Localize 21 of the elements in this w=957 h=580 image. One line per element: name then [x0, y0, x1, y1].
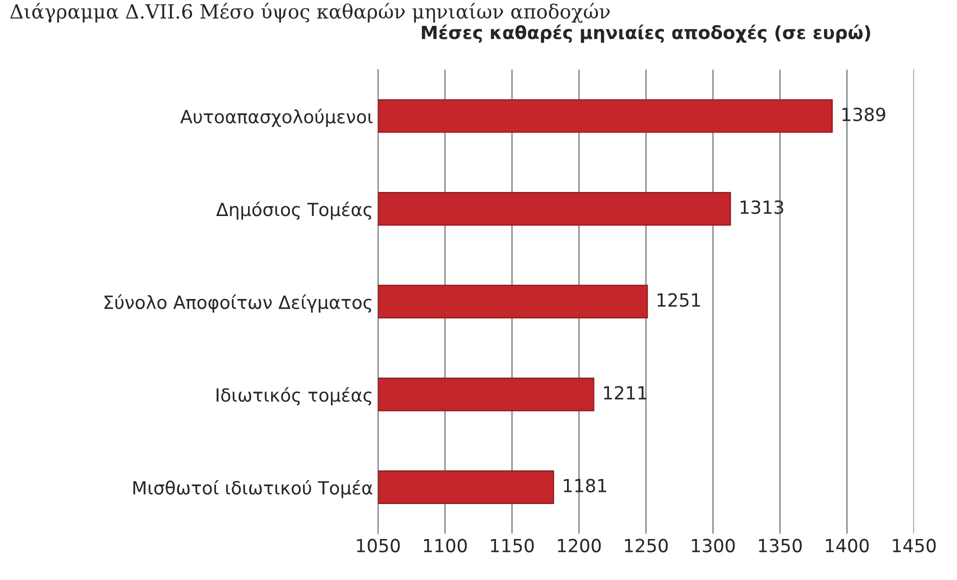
x-tick-label: 1400 [826, 538, 869, 552]
text: Διάγραμμα Δ.VII.6 Μέσο ύψος καθαρών μηνιαίων αποδοχών [10, 2, 610, 23]
y-tick-label: Αυτοαπασχολούμενοι [180, 108, 373, 127]
chart-title: Μέσες καθαρές μηνιαίες αποδοχές (σε ευρώ) [422, 24, 870, 43]
y-tick-label: Σύνολο Αποφοίτων Δείγματος [104, 294, 372, 313]
x-tick-label: 1050 [357, 538, 400, 552]
y-tick-label: Μισθωτοί ιδιωτικού Τομέα [133, 480, 372, 498]
x-tick-label: 1350 [758, 538, 802, 552]
data-label: 1313 [740, 200, 784, 214]
x-tick-label: 1150 [491, 538, 534, 552]
x-tick-label: 1300 [692, 538, 735, 552]
data-label: 1211 [604, 386, 646, 400]
data-label: 1389 [842, 108, 886, 122]
data-label: 1181 [564, 478, 606, 492]
x-tick-label: 1100 [424, 538, 467, 552]
x-tick-label: 1200 [558, 538, 601, 552]
x-tick-label: 1450 [892, 538, 936, 552]
y-tick-label: Δημόσιος Τομέας [216, 202, 372, 220]
y-tick-label: Ιδιωτικός τομέας [216, 387, 372, 406]
data-label: 1251 [658, 293, 700, 307]
x-tick-label: 1250 [624, 538, 668, 552]
